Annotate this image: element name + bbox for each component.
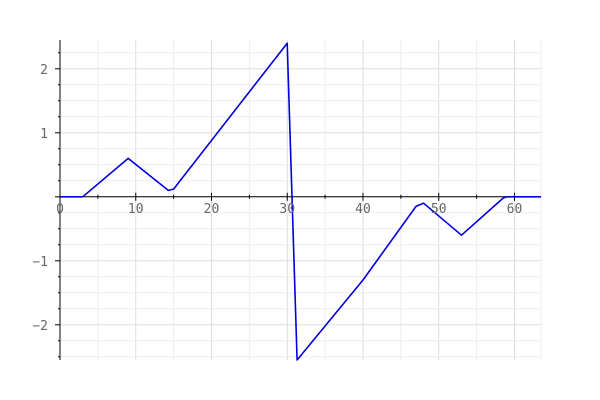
axes [55, 40, 541, 360]
tick-labels: 0 10 20 30 40 50 60 −2 −1 1 2 [32, 63, 522, 334]
x-tick-label: 10 [128, 202, 144, 217]
y-tick-label: −2 [32, 319, 48, 334]
x-tick-label: 30 [279, 202, 295, 217]
y-tick-label: −1 [32, 255, 48, 270]
grid [59, 40, 542, 360]
series-layer [60, 42, 541, 361]
y-tick-label: 1 [40, 127, 48, 142]
x-tick-label: 40 [355, 202, 371, 217]
x-tick-label: 0 [56, 202, 64, 217]
x-tick-label: 50 [431, 202, 447, 217]
x-tick-label: 20 [204, 202, 220, 217]
y-tick-label: 2 [40, 63, 48, 78]
series-line-0 [60, 42, 541, 361]
x-tick-label: 60 [507, 202, 523, 217]
